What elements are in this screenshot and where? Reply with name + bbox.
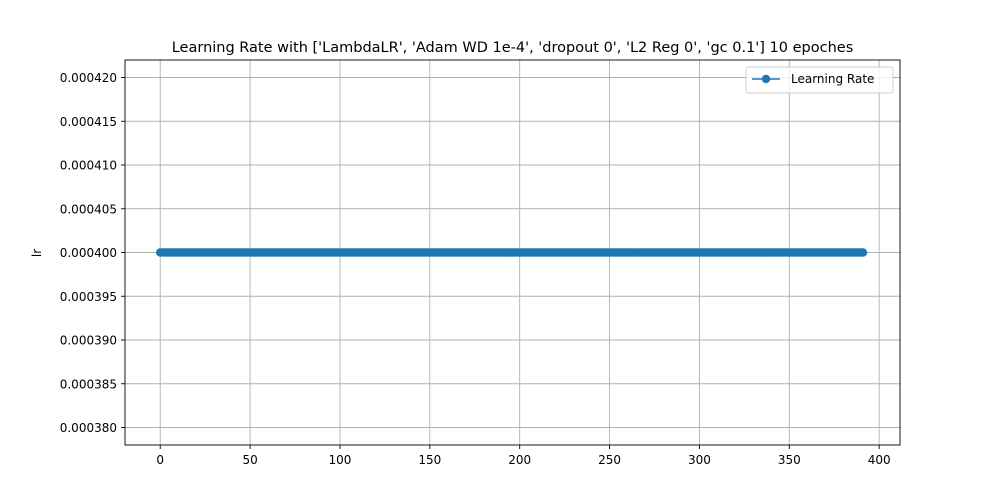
- legend: Learning Rate: [745, 66, 894, 94]
- x-tick-label: 100: [329, 453, 352, 467]
- y-axis-label: lr: [30, 249, 44, 257]
- chart-title: Learning Rate with ['LambdaLR', 'Adam WD…: [172, 40, 854, 56]
- x-tick-label: 300: [688, 453, 711, 467]
- y-tick-label: 0.000415: [60, 115, 117, 129]
- x-tick-label: 0: [156, 453, 164, 467]
- x-tick-label: 150: [418, 453, 441, 467]
- legend-label: Learning Rate: [791, 72, 874, 86]
- y-tick-label: 0.000400: [60, 246, 117, 260]
- data-point: [858, 248, 868, 257]
- y-tick-label: 0.000395: [60, 290, 117, 304]
- y-axis: 0.000380 0.000385 0.000390 0.000395 0.000400…: [60, 71, 125, 435]
- y-tick-label: 0.000390: [60, 334, 117, 348]
- y-tick-label: 0.000380: [60, 421, 117, 435]
- x-tick-label: 400: [868, 453, 891, 467]
- x-tick-label: 50: [242, 453, 257, 467]
- legend-box: [745, 66, 894, 94]
- x-tick-label: 250: [598, 453, 621, 467]
- series-layer: [156, 248, 868, 257]
- y-tick-label: 0.000420: [60, 71, 117, 85]
- x-axis: 0 50 100 150 200 250 300 350 400: [156, 445, 891, 467]
- y-tick-label: 0.000385: [60, 377, 117, 391]
- x-tick-label: 350: [778, 453, 801, 467]
- y-tick-label: 0.000405: [60, 202, 117, 216]
- x-tick-label: 200: [508, 453, 531, 467]
- y-tick-label: 0.000410: [60, 159, 117, 173]
- legend-marker-swatch: [761, 74, 771, 84]
